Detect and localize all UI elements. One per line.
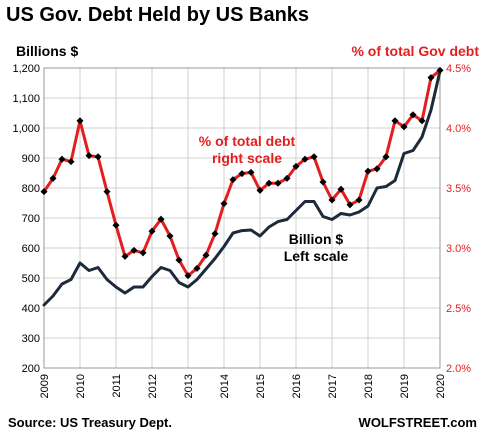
billions-series-line xyxy=(42,69,442,307)
percent-data-point xyxy=(283,174,291,182)
right-axis-tick-label: 2.5% xyxy=(446,303,471,315)
right-axis-tick-label: 4.5% xyxy=(446,63,471,75)
billions-annotation-line1: Billion $ xyxy=(289,231,344,247)
axis-layer: 200 300 400 500 600 700 800 900 1,000 1,100 1,200 2… xyxy=(12,63,471,398)
right-axis-tick-label: 2.0% xyxy=(446,363,471,375)
left-axis-tick-label: 200 xyxy=(22,363,40,375)
percent-data-point xyxy=(301,155,309,163)
percent-data-point xyxy=(364,167,372,175)
percent-data-point xyxy=(148,227,156,235)
percent-data-point xyxy=(49,174,57,182)
percent-data-point xyxy=(76,117,84,125)
percent-data-point xyxy=(337,185,345,193)
percent-data-point xyxy=(292,162,300,170)
percent-data-point xyxy=(391,117,399,125)
percent-data-point xyxy=(373,165,381,173)
percent-data-point xyxy=(94,153,102,161)
percent-annotation-line1: % of total debt xyxy=(199,133,296,149)
x-axis-tick-label: 2019 xyxy=(399,374,411,398)
percent-data-point xyxy=(400,123,408,131)
left-axis-tick-label: 800 xyxy=(22,183,40,195)
annotation-layer: % of total debt right scale Billion $ Le… xyxy=(199,133,349,264)
x-axis-tick-label: 2009 xyxy=(39,374,51,398)
left-axis-tick-label: 600 xyxy=(22,243,40,255)
percent-data-point xyxy=(103,188,111,196)
left-axis-tick-label: 1,000 xyxy=(12,123,40,135)
x-axis-tick-label: 2015 xyxy=(255,374,267,398)
right-axis-tick-label: 3.0% xyxy=(446,243,471,255)
percent-data-point xyxy=(247,168,255,176)
x-axis-tick-label: 2013 xyxy=(183,374,195,398)
brand-label: WOLFSTREET.com xyxy=(358,415,477,430)
percent-data-point xyxy=(58,155,66,163)
percent-data-point xyxy=(265,179,273,187)
percent-data-point xyxy=(355,196,363,204)
x-axis-tick-label: 2017 xyxy=(327,374,339,398)
percent-data-point xyxy=(85,152,93,160)
percent-annotation-line2: right scale xyxy=(212,150,282,166)
percent-data-point xyxy=(346,201,354,209)
right-axis-tick-label: 3.5% xyxy=(446,183,471,195)
percent-data-point xyxy=(328,196,336,204)
left-axis-tick-label: 700 xyxy=(22,213,40,225)
percent-data-point xyxy=(238,170,246,178)
right-axis-unit-label: % of total Gov debt xyxy=(351,43,479,59)
percent-data-point xyxy=(427,74,435,82)
left-axis-tick-label: 500 xyxy=(22,273,40,285)
chart-title: US Gov. Debt Held by US Banks xyxy=(6,4,310,26)
x-axis-tick-label: 2014 xyxy=(219,374,231,398)
left-axis-tick-label: 1,100 xyxy=(12,93,40,105)
left-axis-tick-label: 1,200 xyxy=(12,63,40,75)
percent-data-point xyxy=(229,176,237,184)
percent-data-point xyxy=(319,178,327,186)
percent-data-point xyxy=(112,221,120,229)
percent-data-point xyxy=(382,153,390,161)
billions-annotation-line2: Left scale xyxy=(284,248,349,264)
x-axis-tick-label: 2012 xyxy=(147,374,159,398)
percent-data-point xyxy=(436,66,444,74)
percent-data-point xyxy=(166,232,174,240)
left-axis-tick-label: 900 xyxy=(22,153,40,165)
x-axis-tick-label: 2016 xyxy=(291,374,303,398)
percent-data-point xyxy=(40,188,48,196)
series-layer xyxy=(40,66,444,307)
percent-data-point xyxy=(310,153,318,161)
x-axis-tick-label: 2010 xyxy=(75,374,87,398)
x-axis-tick-label: 2011 xyxy=(111,374,123,398)
percent-data-point xyxy=(130,246,138,254)
percent-data-point xyxy=(184,272,192,280)
percent-data-point xyxy=(157,215,165,223)
percent-data-point xyxy=(274,179,282,187)
percent-data-point xyxy=(175,256,183,264)
x-axis-tick-label: 2018 xyxy=(363,374,375,398)
percent-data-point xyxy=(193,264,201,272)
left-axis-tick-label: 400 xyxy=(22,303,40,315)
grid-layer xyxy=(43,67,441,369)
percent-data-point xyxy=(67,158,75,166)
percent-data-point xyxy=(409,111,417,119)
percent-data-point xyxy=(202,251,210,259)
source-note: Source: US Treasury Dept. xyxy=(8,415,172,430)
percent-data-point xyxy=(256,186,264,194)
x-axis-tick-label: 2020 xyxy=(435,374,447,398)
percent-data-point xyxy=(418,117,426,125)
percent-data-point xyxy=(220,200,228,208)
plot-frame xyxy=(43,67,441,369)
percent-data-point xyxy=(121,252,129,260)
left-axis-tick-label: 300 xyxy=(22,333,40,345)
percent-data-point xyxy=(211,230,219,238)
percent-data-point xyxy=(139,249,147,257)
left-axis-unit-label: Billions $ xyxy=(16,43,79,59)
right-axis-tick-label: 4.0% xyxy=(446,123,471,135)
